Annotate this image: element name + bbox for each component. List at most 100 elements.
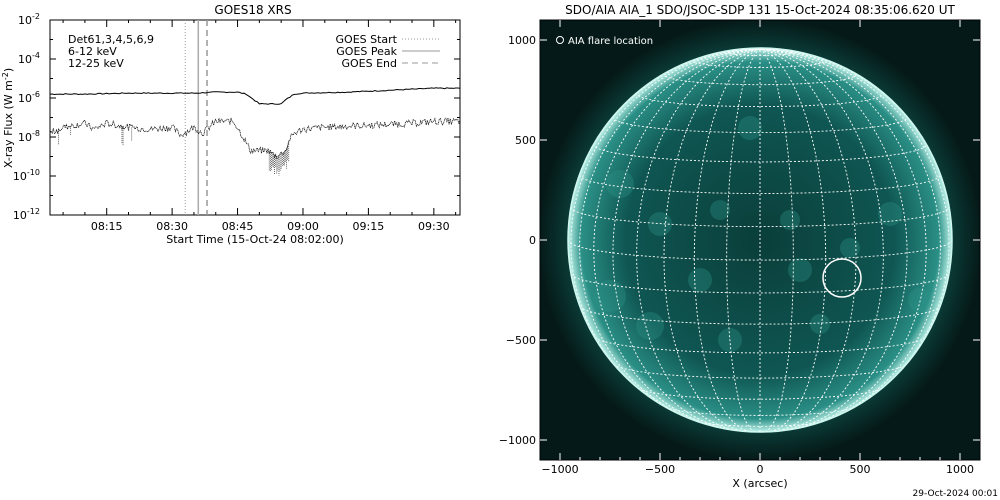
legend-goes-peak-label: GOES Peak bbox=[336, 45, 397, 58]
aia-grid-line bbox=[579, 174, 941, 195]
goes-y-tick-exp: -2 bbox=[32, 12, 40, 21]
goes-legend: GOES Start GOES Peak GOES End bbox=[336, 33, 440, 70]
goes-ylabel-text: X-ray Flux (W m bbox=[2, 80, 15, 168]
legend-goes-start-label: GOES Start bbox=[336, 33, 398, 46]
aia-grid-line bbox=[593, 143, 927, 163]
goes-y-tick-label: 10-4 bbox=[18, 51, 40, 66]
aia-active-region bbox=[840, 238, 860, 258]
goes-ylabel-exp: -2 bbox=[1, 72, 10, 80]
aia-grid-line bbox=[593, 48, 761, 430]
goes-y-tick-exp: -8 bbox=[32, 129, 40, 138]
aia-active-region bbox=[606, 170, 634, 198]
aia-active-region bbox=[878, 202, 902, 226]
aia-grid-line bbox=[579, 306, 941, 325]
goes-short-line bbox=[49, 117, 461, 159]
aia-active-region bbox=[780, 210, 800, 230]
aia-limb-outline bbox=[567, 47, 953, 433]
aia-y-tick-label: −1000 bbox=[499, 434, 536, 447]
goes-ylabel-close: ) bbox=[2, 68, 15, 72]
goes-y-tick-label: 10-10 bbox=[13, 168, 40, 183]
aia-grid-line bbox=[663, 48, 761, 432]
aia-grid-line bbox=[726, 48, 761, 432]
goes-band-high-label: 12-25 keV bbox=[68, 57, 124, 70]
goes-y-tick-exp: -4 bbox=[32, 51, 40, 60]
goes-x-tick-label: 09:15 bbox=[353, 220, 385, 233]
goes-y-tick-base: 10 bbox=[18, 53, 32, 66]
goes-band-low-label: 6-12 keV bbox=[68, 45, 117, 58]
aia-x-tick-label: −1000 bbox=[541, 463, 578, 476]
aia-active-region bbox=[908, 288, 932, 312]
goes-y-tick-base: 10 bbox=[18, 131, 32, 144]
aia-y-tick-label: 500 bbox=[515, 134, 536, 147]
aia-grid-line bbox=[759, 48, 941, 425]
aia-grid-line bbox=[759, 48, 794, 432]
aia-x-tick-label: −500 bbox=[645, 463, 675, 476]
goes-y-tick-label: 10-6 bbox=[18, 90, 40, 105]
aia-legend-marker bbox=[556, 36, 564, 44]
aia-active-region bbox=[810, 314, 830, 334]
aia-legend-label: AIA flare location bbox=[568, 36, 653, 47]
aia-chart-title: SDO/AIA AIA_1 SDO/JSOC-SDP 131 15-Oct-20… bbox=[565, 3, 955, 17]
aia-y-ticks: −1000 −500 0 500 1000 bbox=[499, 34, 980, 447]
goes-y-axis-label: X-ray Flux (W m-2) bbox=[1, 68, 15, 168]
aia-image bbox=[540, 20, 980, 460]
goes-series-long bbox=[49, 87, 461, 105]
aia-x-ticks: −1000 −500 0 500 1000 bbox=[541, 20, 974, 476]
goes-y-tick-label: 10-2 bbox=[18, 12, 40, 27]
goes-chart-title: GOES18 XRS bbox=[214, 3, 291, 17]
goes-y-tick-base: 10 bbox=[18, 14, 32, 27]
aia-x-tick-label: 1000 bbox=[946, 463, 974, 476]
goes-x-tick-label: 08:15 bbox=[91, 220, 123, 233]
footer-timestamp: 29-Oct-2024 00:01 bbox=[913, 489, 998, 499]
aia-flare-marker bbox=[822, 258, 862, 298]
goes-x-ticks: 08:15 08:30 08:45 09:00 09:15 09:30 bbox=[62, 20, 457, 233]
aia-active-region bbox=[788, 258, 812, 282]
goes-y-tick-base: 10 bbox=[13, 209, 27, 222]
aia-x-tick-label: 500 bbox=[850, 463, 871, 476]
aia-active-region bbox=[738, 116, 762, 140]
aia-active-regions bbox=[594, 116, 932, 352]
aia-x-tick-label: 0 bbox=[757, 463, 764, 476]
aia-grid-line bbox=[579, 48, 761, 425]
aia-grid-line bbox=[759, 48, 884, 432]
aia-y-tick-label: −500 bbox=[506, 334, 536, 347]
aia-grid-line bbox=[570, 48, 761, 403]
legend-goes-end-label: GOES End bbox=[341, 57, 397, 70]
goes-y-tick-exp: -10 bbox=[27, 168, 40, 177]
goes-x-axis-label: Start Time (15-Oct-24 08:02:00) bbox=[166, 233, 344, 246]
aia-active-region bbox=[688, 268, 712, 292]
goes-y-tick-label: 10-8 bbox=[18, 129, 40, 144]
aia-grid-line bbox=[697, 421, 823, 427]
aia-grid-line bbox=[613, 363, 907, 379]
goes-x-tick-label: 09:30 bbox=[418, 220, 450, 233]
aia-grid-line bbox=[759, 48, 827, 432]
aia-active-region bbox=[710, 200, 730, 220]
goes-x-tick-label: 09:00 bbox=[287, 220, 319, 233]
aia-y-tick-label: 1000 bbox=[508, 34, 536, 47]
aia-grid-line bbox=[594, 336, 926, 354]
aia-grid-line bbox=[612, 48, 761, 430]
goes-y-tick-base: 10 bbox=[13, 170, 27, 183]
goes-x-tick-label: 08:30 bbox=[156, 220, 188, 233]
aia-active-region bbox=[636, 312, 664, 340]
aia-grid-line bbox=[636, 48, 761, 432]
aia-grid-line bbox=[612, 116, 908, 134]
aia-x-axis-label: X (arcsec) bbox=[732, 477, 787, 490]
aia-y-tick-label: 0 bbox=[529, 234, 536, 247]
aia-grid-line bbox=[759, 48, 908, 430]
goes-y-tick-base: 10 bbox=[18, 92, 32, 105]
goes-detector-label: Det61,3,4,5,6,9 bbox=[68, 33, 154, 46]
goes-y-tick-label: 10-12 bbox=[13, 207, 40, 222]
goes-long-line bbox=[49, 87, 461, 105]
goes-series-short bbox=[49, 117, 461, 159]
aia-grid-line bbox=[759, 48, 927, 430]
aia-grid-line bbox=[759, 48, 950, 403]
goes-y-tick-exp: -12 bbox=[27, 207, 40, 216]
aia-grid-line bbox=[693, 48, 761, 432]
goes-x-tick-label: 08:45 bbox=[222, 220, 254, 233]
aia-grid-line bbox=[759, 48, 857, 432]
goes-y-tick-exp: -6 bbox=[32, 90, 40, 99]
